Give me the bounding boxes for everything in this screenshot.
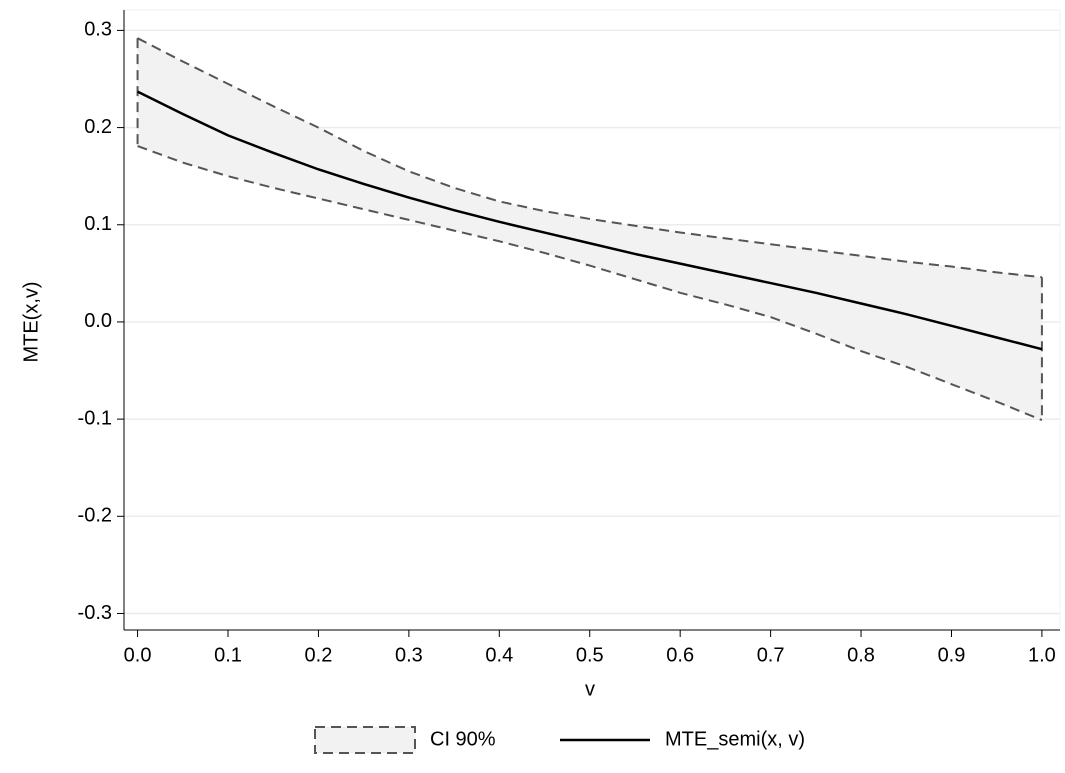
x-axis-label: v: [585, 678, 595, 700]
y-tick-label: 0.1: [84, 213, 112, 235]
legend-key: [314, 726, 416, 754]
x-tick-label: 0.3: [395, 644, 423, 666]
legend-label: CI 90%: [430, 728, 496, 750]
ci-lower: [137, 145, 1043, 422]
x-tick-label: 0.5: [576, 644, 604, 666]
x-tick-label: 0.9: [938, 644, 966, 666]
x-tick-label: 0.8: [847, 644, 875, 666]
x-tick-label: 0.7: [757, 644, 785, 666]
ci-upper: [137, 37, 1043, 279]
y-tick-label: -0.3: [78, 602, 112, 624]
y-tick-label: 0.3: [84, 19, 112, 41]
line: [137, 90, 1043, 351]
x-tick-label: 0.6: [666, 644, 694, 666]
x-tick-label: 0.0: [124, 644, 152, 666]
x-tick-label: 1.0: [1028, 644, 1056, 666]
y-tick-label: -0.1: [78, 407, 112, 429]
x-tick-label: 0.1: [214, 644, 242, 666]
legend-label: MTE_semi(x, v): [665, 728, 805, 750]
ci-band: [137, 38, 1042, 421]
y-tick-label: 0.0: [84, 310, 112, 332]
y-tick-label: -0.2: [78, 505, 112, 527]
x-tick-label: 0.2: [305, 644, 333, 666]
x-tick-label: 0.4: [485, 644, 513, 666]
y-axis-label: MTE(x,v): [20, 281, 42, 362]
y-tick-label: 0.2: [84, 116, 112, 138]
